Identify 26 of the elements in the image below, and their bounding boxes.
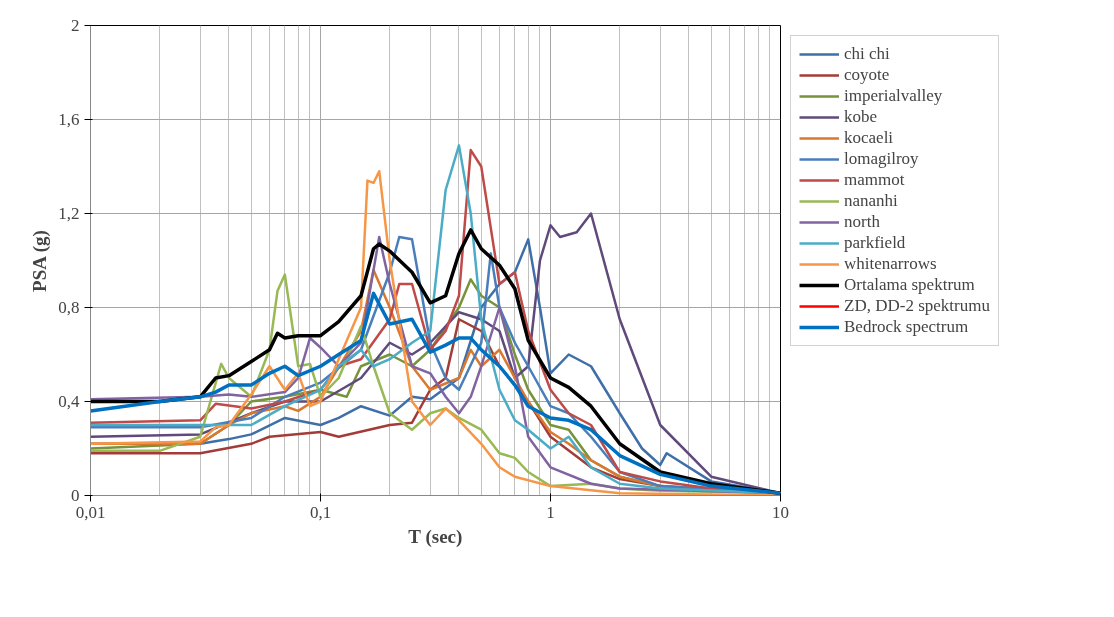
x-tick-label: 0,1 <box>309 502 332 522</box>
y-tick-label: 0,8 <box>58 298 80 317</box>
y-tick-label: 0,4 <box>58 392 80 411</box>
y-tick-label: 0 <box>71 486 80 505</box>
x-axis-title: T (sec) <box>408 525 463 548</box>
legend-label: lomagilroy <box>844 149 919 169</box>
x-tick-label: 0,01 <box>75 502 106 522</box>
legend-label: chi chi <box>844 44 890 64</box>
legend-label: coyote <box>844 65 890 85</box>
legend-label: parkfield <box>844 233 906 253</box>
legend-label: north <box>844 212 880 232</box>
x-tick-label: 1 <box>546 502 555 522</box>
legend-label: mammot <box>844 170 905 190</box>
y-tick-label: 2 <box>71 16 80 35</box>
x-tick-label: 10 <box>772 502 789 522</box>
legend-label: kobe <box>844 107 878 127</box>
y-tick-label: 1,6 <box>58 110 80 129</box>
legend-label: imperialvalley <box>844 86 943 106</box>
y-axis-title: PSA (g) <box>29 230 52 292</box>
legend-label: nananhi <box>844 191 898 211</box>
legend-label: Ortalama spektrum <box>844 275 975 295</box>
legend-label: kocaeli <box>844 128 894 148</box>
legend-label: ZD, DD-2 spektrumu <box>844 296 990 316</box>
y-tick-label: 1,2 <box>58 204 80 223</box>
legend-label: Bedrock spectrum <box>844 317 969 337</box>
legend-label: whitenarrows <box>844 254 937 274</box>
